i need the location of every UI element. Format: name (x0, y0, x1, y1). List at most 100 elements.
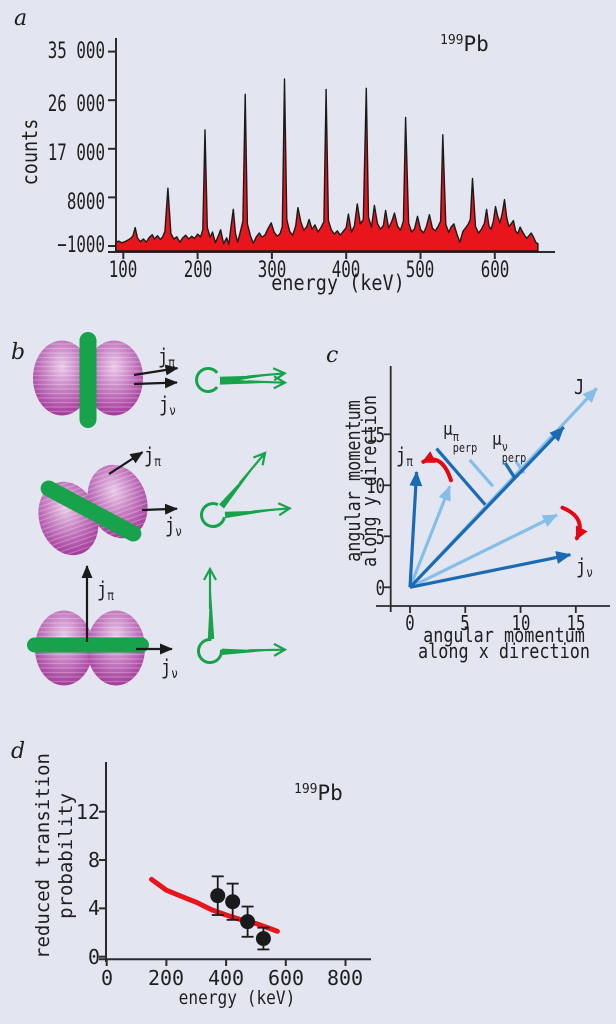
a-xtick-300: 300 (257, 258, 287, 283)
segment-mu-perp-pi-dark (435, 447, 487, 506)
d-yaxis-title: reduced transition probability (32, 731, 80, 981)
c-xaxis-title-line1: angular momentum (423, 623, 585, 647)
shears-blade-wedge (221, 648, 271, 655)
jnu-sub: ν (586, 566, 593, 581)
shears-blade-tip (247, 375, 288, 390)
jnu-sub: ν (169, 404, 176, 419)
isotope-mass-number: 199 (440, 33, 464, 48)
vector-j-pi-initial (408, 485, 452, 588)
nucleus-lobe (33, 340, 91, 416)
jpi-base: j (97, 577, 108, 601)
jnu-base: j (576, 554, 587, 578)
a-ytick-17000: 17 000 (47, 141, 105, 166)
a-xtick-600: 600 (480, 258, 510, 283)
shears-pivot-circle (197, 638, 223, 664)
shears-blade-tip (247, 367, 287, 382)
c-xtick-5: 5 (460, 611, 470, 635)
jpi-sub: π (406, 455, 413, 470)
data-point (240, 914, 256, 930)
a-xaxis-title: energy (keV) (271, 271, 405, 295)
d-ytick-0: 0 (87, 945, 100, 969)
c-xtick-0: 0 (405, 611, 415, 635)
d-yaxis-title-line2: probability (55, 793, 77, 919)
d-yaxis-title-line1: reduced transition (32, 753, 54, 959)
d-xtick-600: 600 (267, 966, 305, 990)
panel-a-letter: a (14, 6, 28, 31)
b3-jpi-label: jπ (97, 578, 114, 608)
nucleus-band (40, 480, 142, 542)
a-ytick-m1000: −1000 (57, 233, 105, 258)
c-xtick-10: 10 (511, 611, 531, 635)
shears-blade-wedge (207, 585, 215, 639)
c-ytick-10: 10 (366, 474, 385, 498)
shears-blade (219, 375, 288, 390)
shears-blade-tip (248, 642, 288, 657)
isotope-label-a: 199Pb (440, 29, 489, 56)
jpi-base: j (144, 443, 155, 467)
data-point (225, 894, 241, 910)
mu-base: μ (443, 418, 453, 440)
c-mu-perp-pi-label: μ π perp (443, 419, 477, 454)
jpi-sub: π (168, 356, 175, 371)
jpi-sub: π (107, 589, 114, 604)
c-jnu-label: jν (576, 555, 593, 585)
jnu-arrow (133, 377, 178, 389)
jpi-base: j (158, 344, 169, 368)
isotope-symbol: Pb (463, 32, 489, 56)
panel-b-letter: b (11, 340, 26, 365)
c-xaxis-title-line2: along x direction (418, 639, 590, 663)
mu-base: μ (492, 428, 502, 450)
d-xtick-800: 800 (326, 966, 364, 990)
jpi-sub: π (154, 455, 161, 470)
shears-blade-wedge (219, 465, 256, 509)
c-yaxis-title-line2: along y direction (357, 395, 381, 567)
c-jpi-label: jπ (396, 444, 413, 474)
rotation-arrow-j-pi-rotation (421, 451, 453, 483)
vector-j-nu-initial (409, 513, 558, 589)
d-ytick-12: 12 (75, 800, 100, 824)
jnu-arrow (141, 503, 178, 515)
a-ytick-8000: 8000 (66, 190, 105, 215)
panel-d-letter: d (11, 739, 26, 764)
a-xtick-500: 500 (405, 258, 435, 283)
mu-sup: ν (501, 440, 508, 454)
d-ytick-4: 4 (87, 896, 100, 920)
shears-blade-wedge (224, 510, 275, 519)
nucleus-band (79, 332, 97, 428)
mu-sub: perp (452, 441, 478, 455)
shears-pivot-circle (200, 502, 226, 528)
data-point (210, 888, 226, 904)
a-ytick-35000: 35 000 (47, 39, 105, 64)
shears-blade (203, 566, 217, 639)
nucleus-band (27, 637, 149, 653)
c-yaxis-title: angular momentum along y direction (341, 372, 381, 590)
jnu-base: j (161, 655, 172, 679)
shears-icon (195, 367, 288, 393)
a-ytick-26000: 26 000 (47, 92, 105, 117)
c-xtick-15: 15 (566, 611, 586, 635)
segment-mu-perp-nu-dark (503, 462, 517, 480)
jnu-sub: ν (175, 525, 182, 540)
shears-blade-wedge (219, 378, 270, 385)
a-xtick-100: 100 (108, 258, 138, 283)
isotope-mass-number: 199 (294, 782, 318, 797)
d-xaxis-title: energy (keV) (178, 987, 296, 1009)
shears-pivot-circle (195, 367, 219, 393)
nucleus-lobe (85, 340, 143, 416)
a-xtick-200: 200 (183, 258, 213, 283)
gamma-spectrum-plot (108, 38, 555, 259)
shears-blade (221, 642, 288, 657)
a-xtick-400: 400 (331, 258, 361, 283)
b2-jpi-label: jπ (144, 444, 161, 474)
vector-j-nu-later (409, 551, 572, 589)
angular-momentum-vector-plot (376, 366, 610, 613)
shears-icon (200, 451, 292, 528)
c-ytick-15: 15 (366, 423, 385, 447)
d-xtick-400: 400 (207, 966, 245, 990)
c-ytick-5: 5 (375, 525, 385, 549)
nucleus-row-shears-open (27, 565, 288, 686)
d-xtick-200: 200 (147, 966, 185, 990)
jnu-base: j (165, 513, 176, 537)
